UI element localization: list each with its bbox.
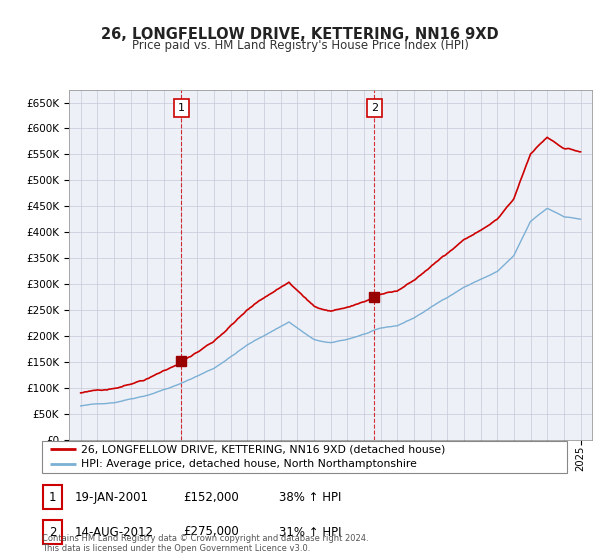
Text: 19-JAN-2001: 19-JAN-2001	[75, 491, 149, 504]
FancyBboxPatch shape	[43, 520, 62, 544]
Text: 2: 2	[49, 525, 56, 539]
Text: Contains HM Land Registry data © Crown copyright and database right 2024.
This d: Contains HM Land Registry data © Crown c…	[42, 534, 368, 553]
Text: £152,000: £152,000	[183, 491, 239, 504]
Text: 2: 2	[371, 102, 378, 113]
Text: 1: 1	[49, 491, 56, 504]
Text: £275,000: £275,000	[183, 525, 239, 539]
Text: 38% ↑ HPI: 38% ↑ HPI	[279, 491, 341, 504]
Text: 31% ↑ HPI: 31% ↑ HPI	[279, 525, 341, 539]
Text: HPI: Average price, detached house, North Northamptonshire: HPI: Average price, detached house, Nort…	[82, 459, 417, 469]
FancyBboxPatch shape	[42, 441, 567, 473]
Text: Price paid vs. HM Land Registry's House Price Index (HPI): Price paid vs. HM Land Registry's House …	[131, 39, 469, 52]
Text: 14-AUG-2012: 14-AUG-2012	[75, 525, 154, 539]
Text: 26, LONGFELLOW DRIVE, KETTERING, NN16 9XD (detached house): 26, LONGFELLOW DRIVE, KETTERING, NN16 9X…	[82, 445, 446, 455]
Text: 26, LONGFELLOW DRIVE, KETTERING, NN16 9XD: 26, LONGFELLOW DRIVE, KETTERING, NN16 9X…	[101, 27, 499, 42]
FancyBboxPatch shape	[43, 485, 62, 510]
Text: 1: 1	[178, 102, 185, 113]
